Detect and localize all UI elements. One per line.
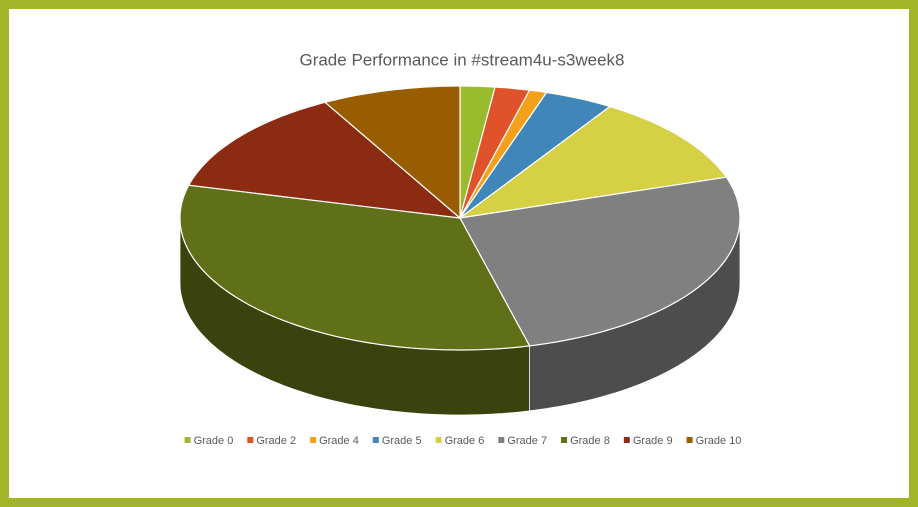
legend-swatch	[310, 437, 317, 443]
legend-label: Grade 8	[570, 435, 610, 447]
legend-swatch	[686, 437, 693, 443]
legend-item: Grade 7	[498, 435, 547, 447]
legend-item: Grade 9	[623, 435, 673, 447]
legend-swatch	[184, 437, 191, 443]
legend-item: Grade 2	[247, 435, 296, 447]
legend-label: Grade 4	[319, 435, 359, 447]
slice	[187, 101, 462, 219]
chart-title: Grade Performance in #stream4u-s3week8	[299, 50, 624, 69]
legend-swatch	[561, 437, 568, 443]
legend-item: Grade 8	[561, 435, 610, 447]
legend-swatch	[372, 437, 379, 443]
legend: Grade 0 Grade 2 Grade 4 Grade 5 Grade 6 Grade…	[184, 435, 742, 447]
slice	[459, 91, 612, 219]
legend-label: Grade 10	[696, 435, 742, 447]
legend-swatch	[247, 437, 254, 443]
legend-item: Grade 10	[686, 435, 742, 447]
legend-label: Grade 7	[507, 435, 547, 447]
legend-label: Grade 9	[633, 435, 673, 447]
legend-swatch	[623, 437, 630, 443]
legend-label: Grade 0	[194, 435, 234, 447]
legend-item: Grade 0	[184, 435, 234, 447]
slice	[179, 184, 531, 351]
legend-label: Grade 5	[382, 435, 422, 447]
slice	[459, 176, 741, 347]
legend-label: Grade 6	[445, 435, 485, 447]
legend-item: Grade 5	[372, 435, 422, 447]
legend-label: Grade 2	[256, 435, 296, 447]
legend-swatch	[498, 437, 505, 443]
legend-item: Grade 4	[310, 435, 359, 447]
slice	[323, 85, 461, 220]
legend-swatch	[435, 437, 442, 443]
slice	[459, 105, 728, 219]
legend-item: Grade 6	[435, 435, 485, 447]
